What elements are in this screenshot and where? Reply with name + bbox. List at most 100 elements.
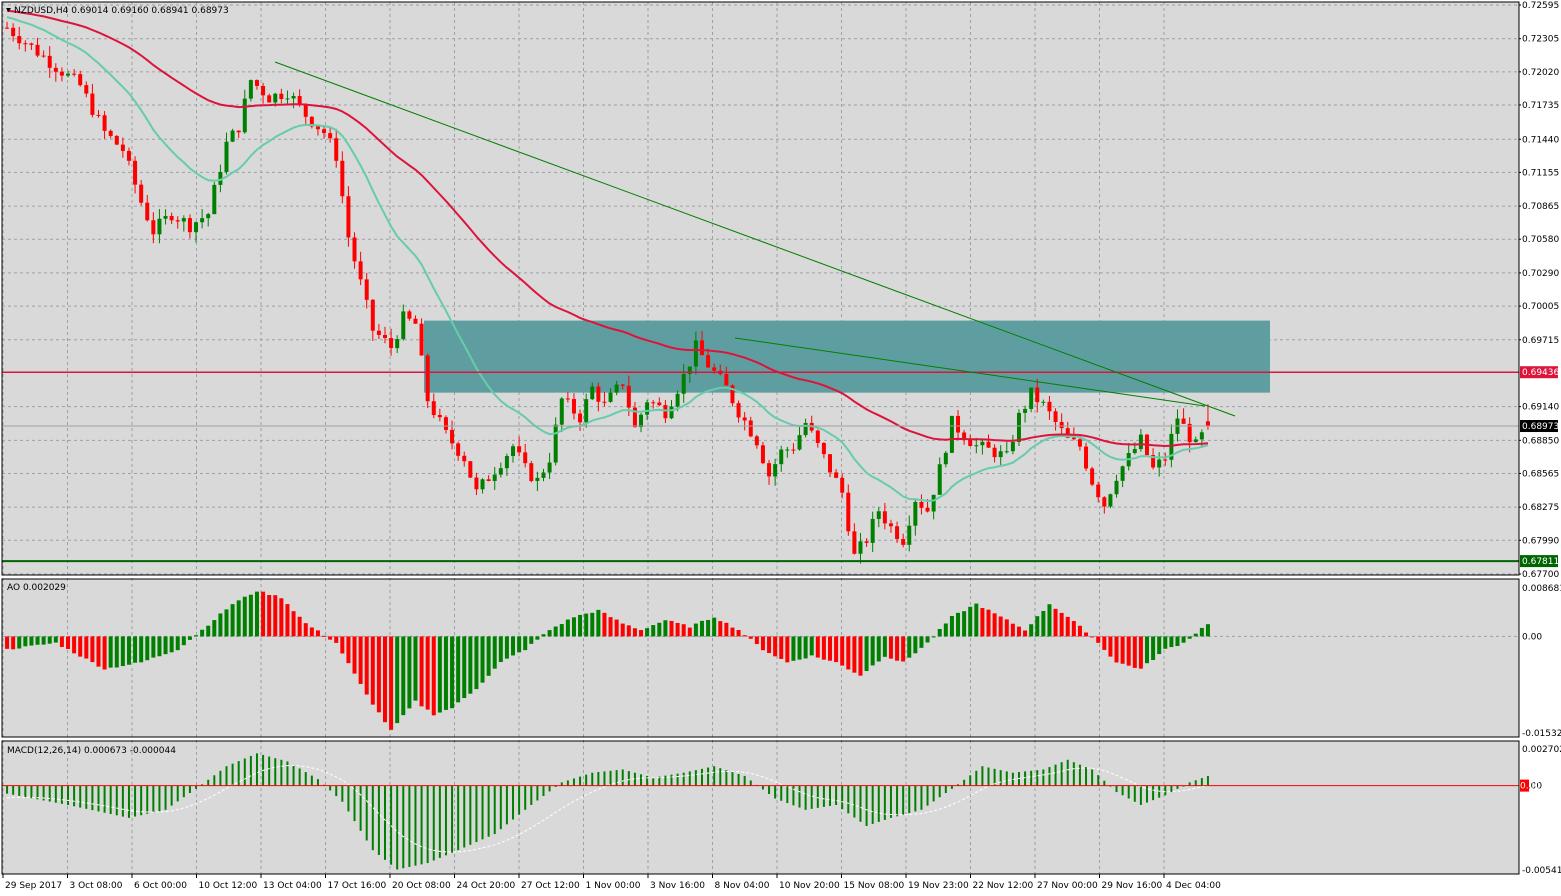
- ao-bar: [864, 636, 869, 672]
- candle-body: [693, 340, 698, 367]
- candle-body: [133, 160, 138, 185]
- macd-bar: [188, 785, 191, 794]
- candle-body: [1090, 468, 1095, 485]
- candle-body: [1029, 387, 1034, 409]
- macd-bar: [457, 785, 460, 851]
- macd-bar: [847, 785, 850, 814]
- macd-bar: [463, 785, 466, 848]
- candle-body: [194, 222, 199, 233]
- candle-body: [870, 518, 875, 543]
- macd-bar: [1170, 785, 1173, 793]
- ao-bar: [419, 636, 424, 707]
- ao-bar: [1175, 636, 1180, 647]
- main-panel[interactable]: [2, 2, 1519, 575]
- candle-body: [382, 334, 387, 339]
- candle-body: [492, 474, 497, 481]
- ao-bar: [986, 609, 991, 637]
- ao-bar: [511, 636, 516, 656]
- candle-body: [29, 43, 34, 45]
- candle-body: [53, 67, 58, 72]
- candle-body: [480, 479, 485, 490]
- trendline-minor: [734, 337, 1206, 407]
- ao-bar: [1016, 626, 1021, 637]
- macd-bar: [877, 785, 880, 822]
- candle-body: [102, 115, 107, 131]
- candle-body: [669, 406, 674, 419]
- ao-bar: [151, 636, 156, 658]
- macd-bar: [560, 782, 563, 786]
- ao-bar: [1096, 636, 1101, 643]
- macd-panel[interactable]: [2, 741, 1519, 874]
- macd-histogram: [2, 753, 1519, 870]
- candle-body: [876, 511, 881, 519]
- candle-body: [1035, 387, 1040, 403]
- candles: [5, 21, 1210, 564]
- macd-bar: [835, 785, 838, 805]
- ao-bar: [1205, 624, 1210, 637]
- ao-bar: [602, 612, 607, 637]
- ao-bar: [882, 636, 887, 657]
- ao-bar: [888, 636, 893, 659]
- ao-bar: [1071, 621, 1076, 637]
- ao-bar: [279, 598, 284, 637]
- candle-body: [754, 436, 759, 446]
- candle-body: [925, 507, 930, 512]
- macd-bar: [853, 785, 856, 818]
- macd-bar: [670, 774, 673, 786]
- candle-body: [779, 449, 784, 465]
- candle-body: [986, 441, 991, 448]
- candle-body: [126, 150, 131, 161]
- candle-body: [797, 435, 802, 450]
- ao-bar: [1108, 636, 1113, 657]
- ao-bar: [730, 627, 735, 637]
- macd-bar: [871, 785, 874, 824]
- candle-body: [90, 93, 95, 115]
- macd-bar: [329, 785, 332, 791]
- ao-bar: [1084, 632, 1089, 637]
- candle-body: [1053, 411, 1058, 423]
- candle-body: [736, 403, 741, 418]
- time-axis: 29 Sep 2017 3 Oct 08:00 6 Oct 00:00 10 Oct …: [2, 874, 1221, 891]
- candle-body: [358, 261, 363, 280]
- candle-body: [1132, 449, 1137, 454]
- price-tick-label: 0.70290: [1522, 269, 1559, 279]
- candle-body: [553, 424, 558, 463]
- ao-bar: [206, 625, 211, 637]
- candle-body: [620, 384, 625, 386]
- ao-bar: [1114, 636, 1119, 663]
- candle-body: [1163, 459, 1168, 461]
- macd-bar: [566, 780, 569, 786]
- time-label: 3 Nov 16:00: [650, 881, 705, 891]
- ao-bar: [376, 636, 381, 713]
- ao-bar: [657, 622, 662, 637]
- ao-bar: [767, 636, 772, 654]
- ao-bar: [571, 617, 576, 637]
- ao-bar: [834, 636, 839, 663]
- ao-bar: [29, 636, 34, 646]
- macd-bar: [1060, 762, 1063, 786]
- collapse-arrow-icon[interactable]: [6, 8, 11, 12]
- ao-bar: [1029, 624, 1034, 637]
- ao-bar: [498, 636, 503, 663]
- ao-bar: [1193, 633, 1198, 637]
- price-tick-label: 0.68850: [1522, 436, 1559, 446]
- time-label: 3 Oct 08:00: [70, 881, 123, 891]
- ao-bar: [553, 626, 558, 637]
- macd-bar: [1054, 764, 1057, 786]
- ao-bar: [1138, 636, 1143, 669]
- time-label: 17 Oct 16:00: [328, 881, 387, 891]
- ao-panel[interactable]: [2, 579, 1519, 737]
- ao-bar: [1187, 636, 1192, 639]
- macd-bar: [889, 785, 892, 818]
- candle-body: [523, 452, 528, 464]
- ao-bar: [937, 628, 942, 637]
- candle-body: [157, 218, 162, 235]
- candle-body: [913, 501, 918, 526]
- time-label: 27 Nov 00:00: [1037, 881, 1098, 891]
- macd-bar: [335, 785, 338, 797]
- macd-level-tag-bg: [1520, 779, 1529, 792]
- ao-bar: [11, 636, 16, 650]
- ao-bar: [663, 620, 668, 637]
- candle-body: [687, 366, 692, 375]
